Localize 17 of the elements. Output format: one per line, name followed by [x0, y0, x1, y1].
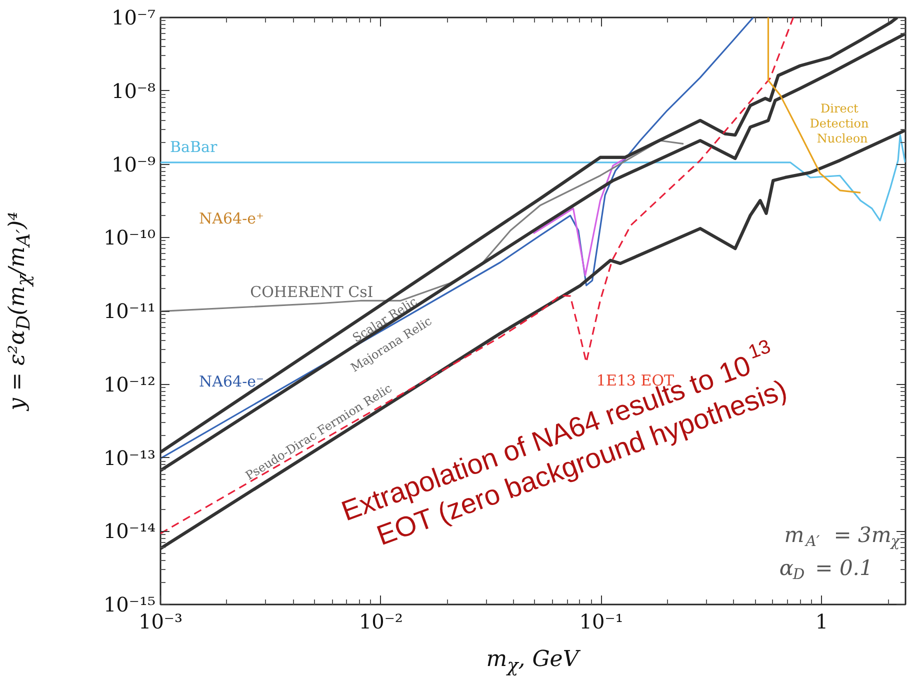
y-tick-label: 10⁻¹⁴: [103, 519, 156, 544]
annotation: NA64-e⁻: [199, 372, 264, 390]
annotation: NA64-e⁺: [199, 209, 264, 228]
y-tick-label: 10⁻⁸: [111, 78, 156, 103]
y-tick-label: 10⁻¹²: [103, 372, 156, 396]
annotation: BaBar: [170, 138, 218, 156]
x-tick-label: 10⁻¹: [579, 610, 624, 634]
x-tick-label: 10⁻²: [358, 610, 403, 634]
x-tick-label: 1: [815, 610, 828, 634]
y-tick-label: 10⁻¹³: [103, 446, 156, 470]
annotation: COHERENT CsI: [250, 283, 374, 302]
y-tick-label: 10⁻⁷: [111, 6, 156, 30]
annotation: Direct Detection Nucleon: [810, 102, 869, 146]
x-axis-title: m$_{χ}$, GeV: [485, 646, 582, 678]
y-tick-label: 10⁻¹⁰: [103, 226, 156, 250]
y-tick-label: 10⁻⁹: [111, 152, 156, 176]
y-tick-label: 10⁻¹¹: [103, 299, 156, 323]
